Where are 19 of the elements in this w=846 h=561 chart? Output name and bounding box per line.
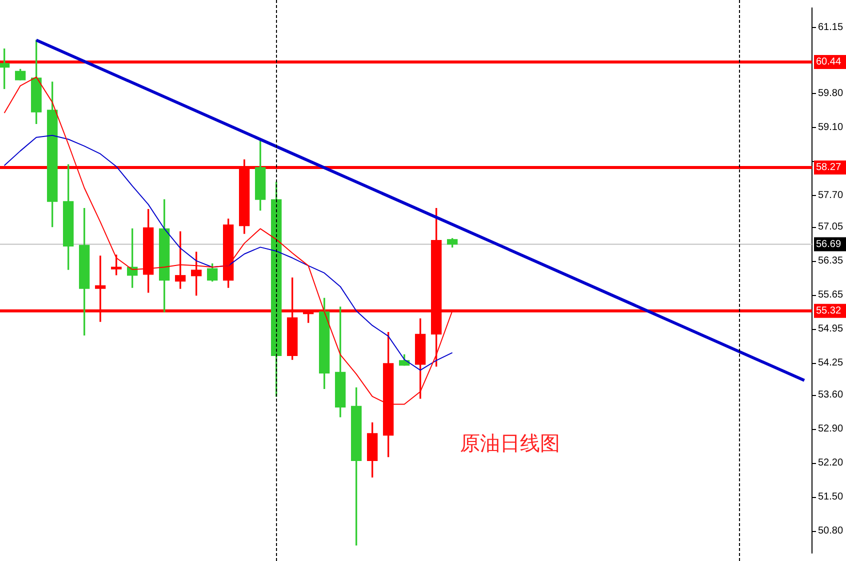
ref-line-label: 55.32 xyxy=(816,306,842,317)
y-tick-label: 52.90 xyxy=(818,423,844,434)
y-tick-label: 54.95 xyxy=(818,324,844,335)
annotation: 原油日线图 xyxy=(460,433,560,455)
y-tick-label: 59.10 xyxy=(818,122,844,133)
y-tick-label: 57.05 xyxy=(818,222,844,233)
ref-line-label: 60.44 xyxy=(816,56,842,68)
y-tick-label: 53.60 xyxy=(818,389,844,400)
y-tick-label: 61.15 xyxy=(818,22,844,34)
y-tick-label: 50.80 xyxy=(818,525,844,536)
y-tick-label: 55.65 xyxy=(818,290,844,301)
y-tick-label: 56.35 xyxy=(818,256,844,267)
y-tick-label: 51.50 xyxy=(818,491,844,502)
y-tick-label: 54.25 xyxy=(818,358,844,369)
ref-line-label: 56.69 xyxy=(816,239,842,250)
y-tick-label: 57.70 xyxy=(818,190,844,201)
y-tick-label: 59.80 xyxy=(818,88,844,99)
ref-line-label: 58.27 xyxy=(816,162,842,174)
y-tick-label: 52.20 xyxy=(818,457,844,468)
